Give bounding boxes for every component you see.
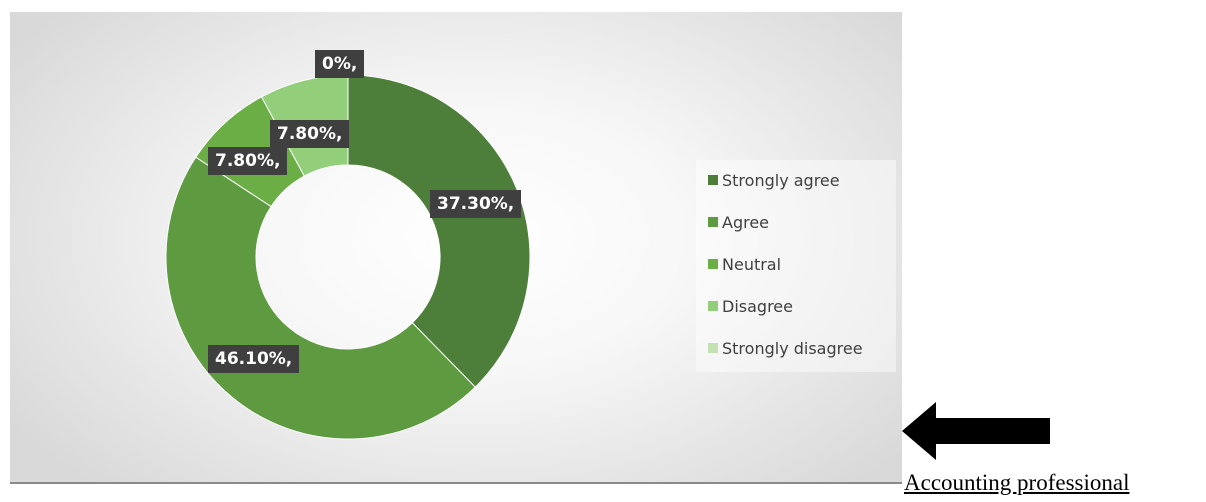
caption-text: Accounting professional — [904, 470, 1130, 495]
left-arrow-icon — [902, 402, 1050, 460]
data-label-slice-3: 7.80%, — [270, 120, 350, 148]
legend-swatch — [708, 217, 718, 227]
legend-swatch — [708, 259, 718, 269]
legend-swatch — [708, 175, 718, 185]
legend-swatch — [708, 343, 718, 353]
data-label-slice-2: 7.80%, — [208, 147, 288, 175]
chart-area: 0%, 7.80%, 7.80%, 37.30%, 46.10%, Strong… — [10, 12, 902, 482]
data-label-slice-1: 46.10%, — [208, 345, 300, 373]
legend-item-strongly-disagree: Strongly disagree — [708, 336, 863, 360]
legend-swatch — [708, 301, 718, 311]
data-label-slice-0: 37.30%, — [430, 190, 522, 218]
legend-item-agree: Agree — [708, 210, 769, 234]
legend-label: Strongly agree — [722, 170, 840, 190]
legend-label: Agree — [722, 212, 770, 232]
donut-slice-strongly-agree — [347, 74, 531, 388]
legend-item-neutral: Neutral — [708, 252, 781, 276]
frame-divider — [10, 482, 902, 484]
legend-item-disagree: Disagree — [708, 294, 793, 318]
legend-label: Strongly disagree — [722, 338, 863, 358]
legend-item-strongly-agree: Strongly agree — [708, 168, 840, 192]
legend-label: Disagree — [722, 296, 793, 316]
data-label-slice-4: 0%, — [315, 50, 365, 78]
legend: Strongly agree Agree Neutral Disagree St… — [696, 160, 896, 372]
legend-label: Neutral — [722, 254, 782, 274]
